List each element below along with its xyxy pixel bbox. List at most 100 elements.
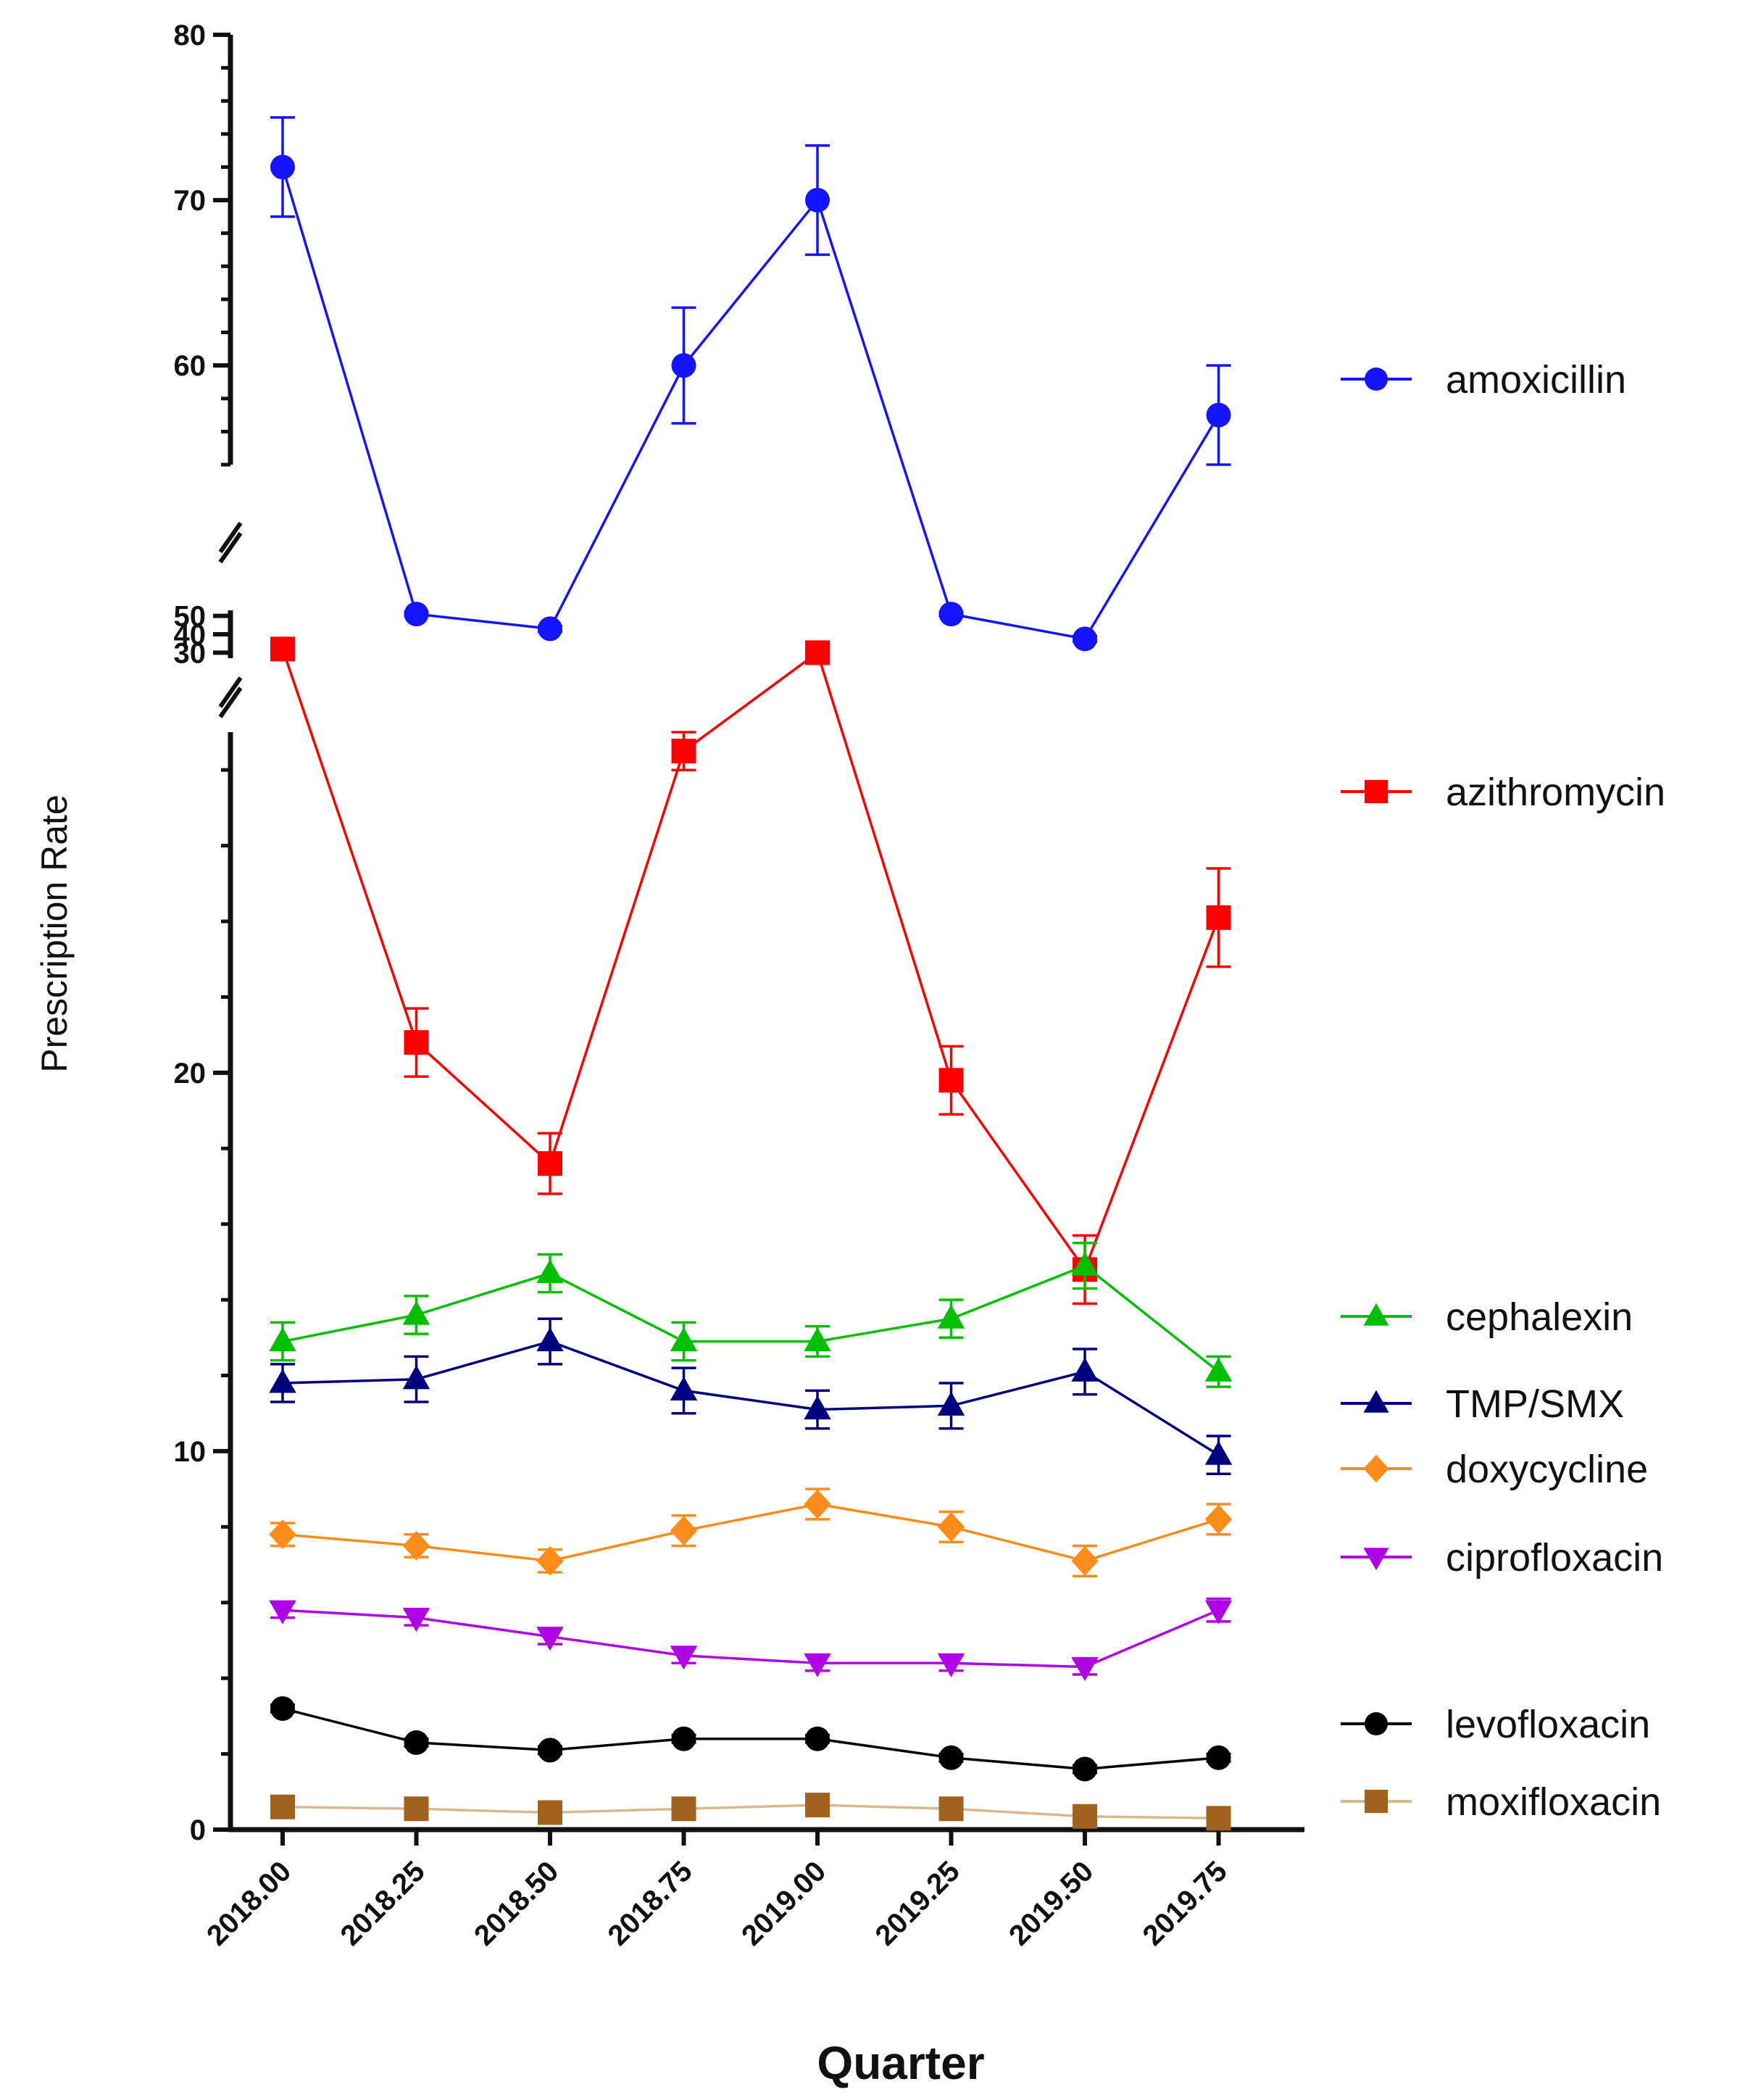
data-point <box>270 636 295 662</box>
data-point <box>536 1327 564 1352</box>
series-azithromycin <box>270 636 1231 1306</box>
legend-label: amoxicillin <box>1446 358 1626 402</box>
series-tmp-smx <box>269 1317 1233 1476</box>
series-line <box>281 648 1220 1273</box>
data-point <box>671 1796 696 1822</box>
data-point <box>805 640 830 665</box>
legend-item: levofloxacin <box>1341 1703 1650 1746</box>
series-amoxicillin <box>270 116 1231 652</box>
data-point <box>671 353 696 378</box>
data-point <box>805 1793 830 1818</box>
data-point <box>1206 905 1231 930</box>
data-point <box>937 1304 965 1329</box>
data-point <box>538 1738 562 1763</box>
data-point <box>402 1608 430 1632</box>
data-point <box>671 1726 696 1751</box>
data-point <box>404 1030 429 1055</box>
legend-item: moxifloxacin <box>1341 1780 1661 1824</box>
data-point <box>536 1627 564 1651</box>
y-tick-label: 10 <box>174 1436 207 1468</box>
legend-item: doxycycline <box>1341 1448 1648 1491</box>
legend: amoxicillin azithromycin cephalexin TMP/SMX… <box>1341 358 1665 1824</box>
data-point <box>938 1796 964 1822</box>
data-point <box>805 1726 830 1751</box>
y-tick-label: 20 <box>174 1058 207 1090</box>
legend-item: azithromycin <box>1341 771 1665 814</box>
data-point <box>670 1645 698 1670</box>
data-point <box>270 1696 295 1721</box>
legend-marker <box>1363 1454 1389 1483</box>
data-point <box>937 1511 965 1542</box>
legend-label: moxifloxacin <box>1446 1780 1661 1824</box>
data-point <box>937 1653 965 1677</box>
y-tick-label: 70 <box>174 185 207 217</box>
series-line <box>282 1340 1220 1456</box>
legend-marker <box>1365 1712 1388 1735</box>
data-point <box>938 1068 964 1093</box>
data-point <box>1204 1440 1233 1465</box>
y-tick-label: 0 <box>190 1814 206 1846</box>
legend-label: cephalexin <box>1446 1295 1633 1339</box>
data-point <box>402 1365 430 1390</box>
series-levofloxacin <box>270 1696 1231 1782</box>
series-cephalexin <box>269 1242 1233 1388</box>
legend-marker <box>1365 780 1388 803</box>
data-point <box>1206 1806 1231 1831</box>
data-point <box>270 1794 295 1819</box>
data-point <box>1073 1804 1097 1829</box>
legend-label: azithromycin <box>1446 771 1665 814</box>
data-point <box>1204 1600 1233 1624</box>
series-line <box>282 1707 1219 1771</box>
data-point <box>938 602 964 627</box>
data-point <box>270 154 295 180</box>
series-line <box>282 1609 1220 1669</box>
data-point <box>269 1600 296 1624</box>
y-tick-label: 80 <box>174 20 207 51</box>
legend-marker <box>1363 1548 1389 1571</box>
data-point <box>402 1300 430 1325</box>
data-point <box>938 1745 964 1770</box>
data-point <box>671 739 696 764</box>
data-point <box>538 1151 562 1176</box>
legend-marker <box>1365 1790 1388 1813</box>
legend-label: ciprofloxacin <box>1446 1536 1663 1580</box>
axis-break-mark <box>218 521 243 564</box>
data-point <box>269 1519 296 1550</box>
legend-item: amoxicillin <box>1341 358 1626 402</box>
axis-break-mark <box>218 676 243 718</box>
data-point <box>670 1516 698 1545</box>
data-point <box>1204 1357 1233 1382</box>
y-tick-label: 50 <box>174 601 207 633</box>
data-point <box>1206 402 1231 428</box>
legend-label: doxycycline <box>1446 1448 1648 1491</box>
data-point <box>804 1489 831 1519</box>
legend-label: levofloxacin <box>1446 1703 1650 1746</box>
data-point <box>404 1796 429 1822</box>
data-point <box>269 1369 296 1393</box>
series-line <box>282 1503 1220 1563</box>
data-point <box>805 188 830 213</box>
data-point <box>670 1327 698 1352</box>
series-line <box>282 1804 1219 1820</box>
data-point <box>269 1327 296 1352</box>
data-point <box>536 1545 564 1576</box>
series-line <box>281 166 1220 641</box>
data-point <box>538 1800 562 1825</box>
y-tick-label: 40 <box>174 619 207 651</box>
data-point <box>404 602 429 627</box>
y-axis-label: Prescription Rate <box>34 794 75 1073</box>
legend-item: ciprofloxacin <box>1341 1536 1663 1580</box>
data-point <box>1073 1756 1097 1782</box>
data-point <box>1206 1745 1231 1770</box>
y-tick-label: 30 <box>174 637 207 669</box>
data-point <box>1071 1251 1099 1276</box>
y-tick-label: 60 <box>174 350 207 382</box>
legend-item: TMP/SMX <box>1341 1382 1624 1426</box>
legend-label: TMP/SMX <box>1446 1382 1624 1426</box>
data-point <box>536 1259 564 1284</box>
data-point <box>538 616 562 642</box>
data-point <box>804 1653 831 1677</box>
data-point <box>402 1531 430 1561</box>
data-point <box>1073 626 1097 652</box>
